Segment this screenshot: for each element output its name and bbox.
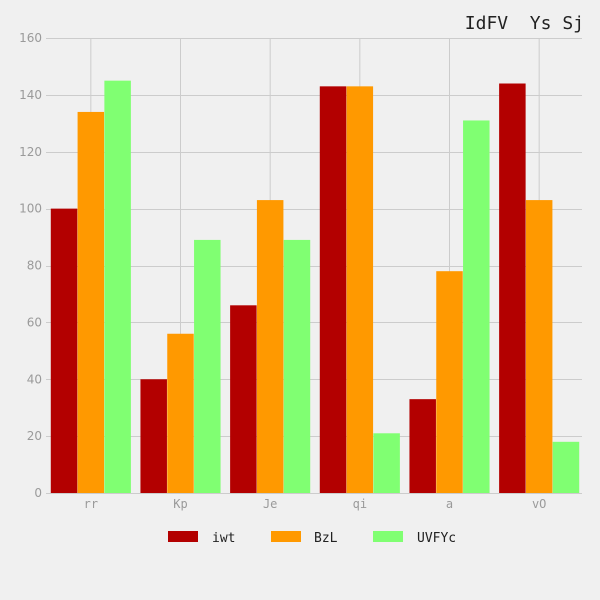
y-axis-ticks: 0 20 40 60 80 100 120 140 160: [19, 31, 42, 500]
legend-swatch-iwt: [168, 531, 198, 542]
bars: [50, 80, 580, 493]
bar-UVFYc-vO: [552, 441, 580, 493]
bar-UVFYc-Je: [283, 239, 311, 493]
x-tick-label: vO: [532, 497, 546, 511]
bar-iwt-Je: [230, 305, 257, 493]
bar-BzL-Kp: [167, 333, 194, 493]
bar-iwt-qi: [319, 86, 347, 493]
y-tick-label: 120: [19, 145, 42, 159]
bar-BzL-vO: [525, 200, 553, 493]
bar-UVFYc-rr: [104, 80, 131, 493]
y-tick-label: 140: [19, 88, 42, 102]
legend-swatch-UVFYc: [373, 531, 403, 542]
legend-label-iwt: iwt: [212, 531, 235, 546]
x-tick-label: Je: [263, 497, 277, 511]
x-axis-labels: rr Kp Je qi a vO: [84, 497, 547, 511]
y-tick-label: 0: [34, 486, 42, 500]
y-tick-label: 100: [19, 202, 42, 216]
legend-label-UVFYc: UVFYc: [417, 531, 456, 546]
bar-iwt-rr: [50, 208, 78, 493]
legend: iwt BzL UVFYc: [168, 531, 456, 546]
x-tick-label: Kp: [173, 497, 187, 511]
bar-BzL-qi: [346, 86, 374, 493]
bar-iwt-vO: [499, 83, 526, 493]
x-tick-label: rr: [84, 497, 98, 511]
bar-BzL-rr: [77, 111, 105, 493]
x-tick-label: qi: [353, 497, 367, 511]
y-tick-label: 160: [19, 31, 42, 45]
bar-BzL-a: [436, 271, 463, 493]
legend-label-BzL: BzL: [314, 531, 338, 546]
bar-iwt-Kp: [140, 379, 167, 493]
y-tick-label: 40: [27, 372, 42, 386]
bar-UVFYc-a: [463, 120, 490, 493]
bar-iwt-a: [409, 399, 436, 493]
y-tick-label: 60: [27, 315, 42, 329]
chart-title: IdFV Ys Sj: [465, 13, 584, 34]
legend-swatch-BzL: [271, 531, 301, 542]
bar-BzL-Je: [256, 200, 284, 493]
bar-UVFYc-qi: [373, 433, 400, 493]
x-tick-label: a: [446, 497, 453, 511]
y-tick-label: 20: [27, 429, 42, 443]
y-tick-label: 80: [27, 259, 42, 273]
bar-UVFYc-Kp: [194, 239, 221, 493]
